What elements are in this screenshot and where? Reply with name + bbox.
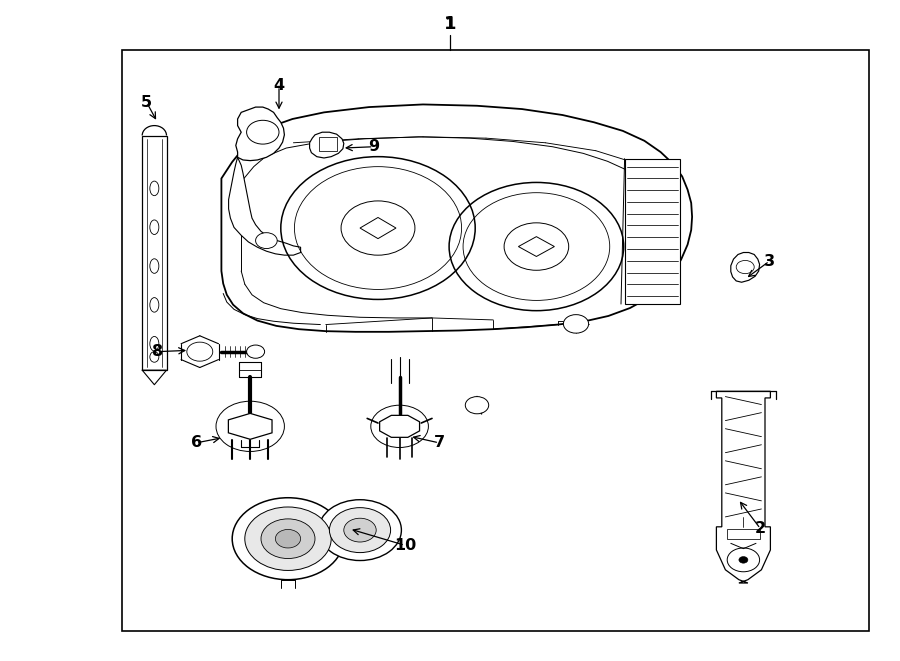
- Polygon shape: [731, 253, 760, 282]
- Polygon shape: [142, 136, 166, 370]
- Circle shape: [232, 498, 344, 580]
- Text: 8: 8: [152, 344, 163, 359]
- Circle shape: [261, 519, 315, 559]
- Circle shape: [329, 508, 391, 553]
- Text: 2: 2: [755, 522, 766, 536]
- Text: 6: 6: [191, 436, 202, 450]
- Polygon shape: [319, 137, 337, 151]
- Text: 10: 10: [394, 538, 416, 553]
- Text: 9: 9: [368, 139, 379, 154]
- Text: 7: 7: [434, 436, 445, 450]
- Circle shape: [247, 345, 265, 358]
- Polygon shape: [229, 157, 301, 255]
- Polygon shape: [727, 529, 760, 539]
- Polygon shape: [360, 217, 396, 239]
- Text: 1: 1: [444, 15, 456, 34]
- Polygon shape: [221, 104, 692, 332]
- Circle shape: [275, 529, 301, 548]
- Bar: [122, 50, 868, 631]
- Circle shape: [739, 557, 748, 563]
- Text: 1: 1: [445, 17, 455, 32]
- Text: 5: 5: [141, 95, 152, 110]
- Circle shape: [247, 120, 279, 144]
- Circle shape: [256, 233, 277, 249]
- Circle shape: [245, 507, 331, 570]
- Circle shape: [465, 397, 489, 414]
- Text: 3: 3: [764, 254, 775, 268]
- Text: 4: 4: [274, 79, 284, 93]
- Polygon shape: [236, 107, 284, 161]
- Circle shape: [344, 518, 376, 542]
- Polygon shape: [625, 159, 680, 304]
- Polygon shape: [716, 391, 770, 583]
- Polygon shape: [229, 413, 272, 440]
- Polygon shape: [518, 237, 554, 256]
- Polygon shape: [310, 132, 344, 158]
- Polygon shape: [380, 415, 419, 438]
- Circle shape: [319, 500, 401, 561]
- Circle shape: [563, 315, 589, 333]
